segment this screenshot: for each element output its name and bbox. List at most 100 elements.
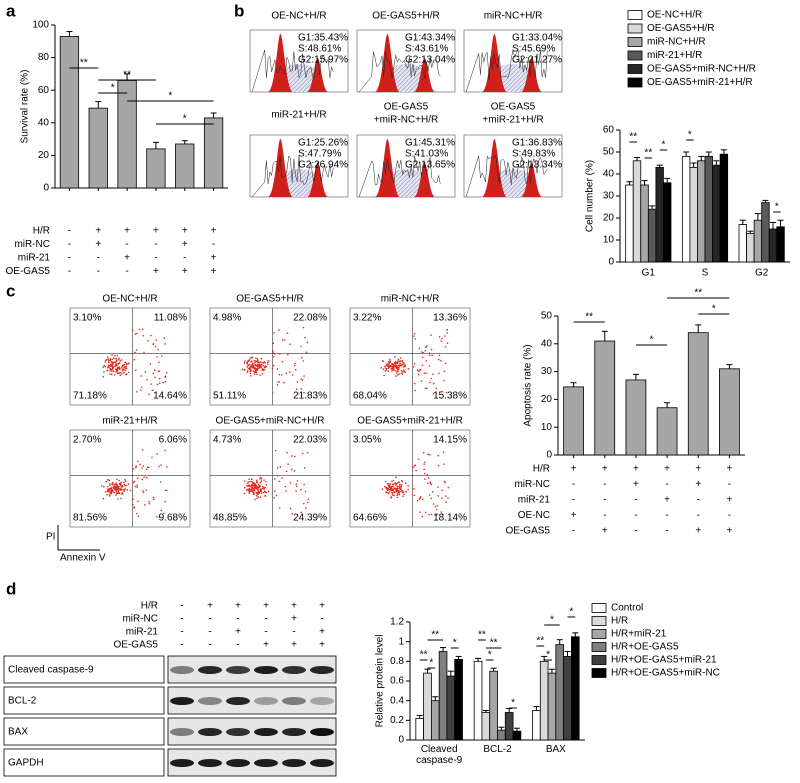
blot-strip xyxy=(167,686,337,715)
event-dot xyxy=(394,356,396,358)
event-dot xyxy=(111,358,113,361)
x-tick-label-box: BCL-2 xyxy=(483,744,511,755)
condition-cell: - xyxy=(603,495,606,506)
legend-swatch xyxy=(627,50,643,61)
condition-cell: + xyxy=(633,479,639,490)
event-dot xyxy=(259,481,262,484)
blot-band xyxy=(226,697,250,705)
condition-cell: + xyxy=(207,601,213,612)
event-dot xyxy=(123,483,125,486)
event-dot xyxy=(125,367,128,370)
event-dot xyxy=(306,501,309,504)
event-dot xyxy=(125,373,127,376)
significance-label: * xyxy=(429,658,433,669)
event-dot xyxy=(422,452,425,454)
event-dot xyxy=(248,367,251,370)
histogram-stat: S:45.69% xyxy=(512,44,555,55)
event-dot xyxy=(107,485,109,488)
event-dot xyxy=(109,365,112,368)
quadrant-value: 14.15% xyxy=(433,435,467,446)
condition-cell: + xyxy=(153,266,159,277)
event-dot xyxy=(392,369,394,371)
event-dot xyxy=(424,346,427,349)
y-tick-label: 50 xyxy=(541,311,553,322)
event-dot xyxy=(164,343,166,345)
event-dot xyxy=(249,374,252,377)
condition-label: OE-NC xyxy=(518,510,550,521)
event-dot xyxy=(396,493,399,495)
condition-cell: - xyxy=(236,614,239,625)
event-dot xyxy=(117,492,119,495)
significance-label: * xyxy=(168,91,172,102)
bar xyxy=(547,672,557,741)
event-dot xyxy=(119,489,121,491)
event-dot xyxy=(255,357,257,360)
event-dot xyxy=(264,365,267,367)
event-dot xyxy=(395,488,397,491)
y-tick-label: 10 xyxy=(603,235,615,246)
blot-band xyxy=(254,697,278,705)
y-tick-label: 60 xyxy=(38,85,50,96)
bar xyxy=(504,712,514,741)
histogram-stat: G2:26.94% xyxy=(298,160,348,171)
y-tick-label: 0.6 xyxy=(390,676,404,687)
quadrant-value: 51.11% xyxy=(213,391,246,402)
event-dot xyxy=(404,482,407,484)
event-dot xyxy=(286,451,288,454)
event-dot xyxy=(113,355,116,357)
event-dot xyxy=(111,364,114,366)
event-dot xyxy=(278,507,281,509)
event-dot xyxy=(110,491,113,493)
event-dot xyxy=(303,483,305,486)
condition-cell: - xyxy=(634,495,637,506)
event-dot xyxy=(118,357,120,359)
bar xyxy=(497,729,506,741)
event-dot xyxy=(441,337,443,340)
bar xyxy=(489,670,498,741)
significance-label: * xyxy=(712,304,716,315)
event-dot xyxy=(432,373,434,376)
event-dot xyxy=(389,488,392,491)
event-dot xyxy=(407,485,409,487)
blot-band xyxy=(226,759,250,767)
event-dot xyxy=(102,376,105,378)
event-dot xyxy=(124,484,126,487)
bar xyxy=(640,184,649,263)
event-dot xyxy=(262,368,265,371)
event-dot xyxy=(153,498,155,501)
blot-band xyxy=(310,728,334,736)
event-dot xyxy=(396,366,399,368)
blot-label: Cleaved caspase-9 xyxy=(8,665,94,676)
condition-cell: - xyxy=(180,601,183,612)
event-dot xyxy=(288,371,291,373)
blot-band xyxy=(226,728,250,736)
histogram-stat: S:47.79% xyxy=(298,149,341,160)
event-dot xyxy=(256,358,259,360)
quadrant-value: 14.64% xyxy=(153,391,187,402)
event-dot xyxy=(129,489,132,492)
event-dot xyxy=(307,498,310,501)
event-dot xyxy=(116,372,119,375)
event-dot xyxy=(416,369,419,372)
event-dot xyxy=(445,501,447,503)
event-dot xyxy=(300,345,302,348)
event-dot xyxy=(394,361,397,363)
flow-title: OE-NC+H/R xyxy=(102,294,157,305)
flow-frame xyxy=(349,307,471,406)
event-dot xyxy=(255,491,258,494)
event-dot xyxy=(399,488,402,491)
event-dot xyxy=(260,492,263,494)
condition-label: H/R xyxy=(141,601,158,612)
event-dot xyxy=(121,485,124,487)
blot-band xyxy=(170,666,194,674)
event-dot xyxy=(421,498,424,501)
event-dot xyxy=(287,353,289,356)
event-dot xyxy=(290,468,293,471)
significance-label: ** xyxy=(123,70,131,81)
event-dot xyxy=(114,368,117,371)
condition-cell: - xyxy=(697,510,700,521)
event-dot xyxy=(102,366,104,369)
event-dot xyxy=(392,365,394,368)
event-dot xyxy=(115,371,117,373)
histogram-stat: G2:13.34% xyxy=(512,160,562,171)
